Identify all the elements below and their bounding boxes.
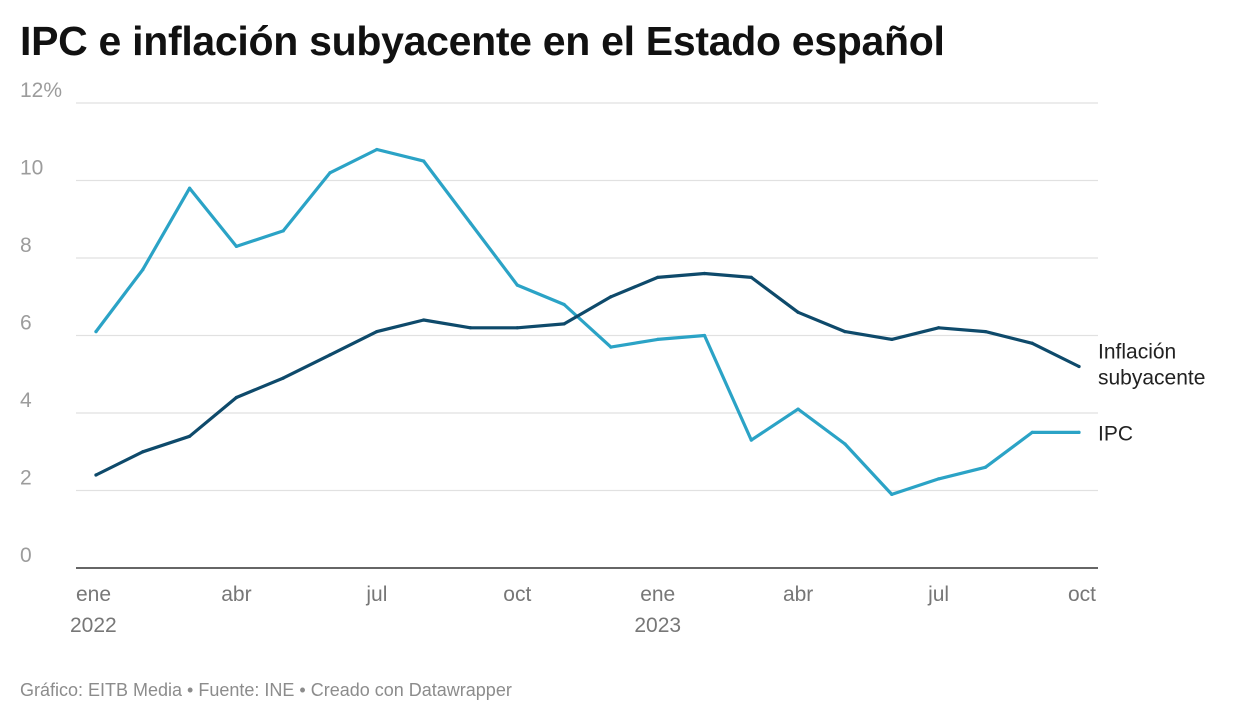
- data-point: [890, 492, 894, 496]
- data-point: [328, 171, 332, 175]
- x-tick-label: ene: [76, 583, 111, 606]
- data-point: [843, 330, 847, 334]
- data-point: [702, 271, 707, 276]
- y-tick-label: 8: [20, 234, 32, 257]
- data-point: [281, 229, 285, 233]
- x-tick-label: oct: [503, 583, 531, 606]
- data-point: [702, 333, 707, 338]
- series-line-ipc: [94, 147, 1081, 496]
- data-point: [843, 442, 847, 446]
- data-point: [890, 337, 894, 341]
- x-tick-year: 2022: [70, 614, 117, 637]
- data-point: [983, 330, 987, 334]
- data-point: [796, 310, 800, 314]
- series-labels: IPC Inflación subyacente: [1098, 341, 1205, 446]
- data-point: [281, 376, 285, 380]
- y-tick-label: 10: [20, 157, 43, 180]
- y-tick-label: 4: [20, 389, 32, 412]
- data-point: [1030, 430, 1034, 434]
- data-point: [1030, 341, 1034, 345]
- data-point: [936, 326, 941, 330]
- data-point: [796, 407, 800, 411]
- x-axis-ticks: ene 2022 abr jul oct ene 2023 abr jul oct: [70, 583, 1096, 637]
- data-point: [234, 395, 239, 400]
- data-point: [656, 337, 660, 341]
- y-tick-label: 2: [20, 467, 32, 490]
- data-point: [94, 473, 98, 477]
- data-point: [609, 345, 613, 349]
- y-axis-ticks: 0 2 4 6 8 10 12%: [20, 79, 62, 567]
- x-tick-label: ene: [640, 583, 675, 606]
- data-point: [515, 326, 519, 330]
- x-tick-label: abr: [783, 583, 813, 606]
- data-point: [515, 283, 519, 287]
- data-point: [188, 434, 192, 438]
- x-tick-year: 2023: [634, 614, 681, 637]
- series-line-subyacente: [94, 271, 1081, 477]
- data-point: [188, 186, 192, 190]
- data-point: [234, 244, 239, 248]
- series-label: Inflación: [1098, 341, 1176, 364]
- data-point: [609, 295, 613, 299]
- data-point: [1077, 364, 1081, 369]
- series-lines: [94, 147, 1081, 496]
- data-point: [375, 147, 379, 152]
- y-tick-label: 6: [20, 312, 32, 335]
- data-point: [562, 322, 566, 326]
- data-point: [468, 221, 473, 225]
- data-point: [749, 438, 753, 442]
- data-point: [141, 450, 145, 454]
- chart-title: IPC e inflación subyacente en el Estado …: [20, 18, 945, 64]
- data-point: [94, 330, 98, 334]
- data-point: [328, 353, 332, 357]
- data-point: [375, 330, 379, 334]
- y-tick-label: 12%: [20, 79, 62, 102]
- data-point: [983, 465, 987, 469]
- footer-credits: Gráfico: EITB Media • Fuente: INE • Crea…: [20, 680, 512, 700]
- data-point: [1077, 430, 1081, 434]
- x-tick-label: abr: [221, 583, 251, 606]
- series-label: IPC: [1098, 422, 1133, 445]
- series-label: subyacente: [1098, 367, 1205, 390]
- gridlines: [76, 102, 1098, 569]
- x-tick-label: jul: [365, 583, 387, 606]
- data-point: [141, 268, 145, 272]
- data-point: [562, 302, 566, 307]
- data-point: [936, 477, 941, 481]
- data-point: [422, 159, 426, 163]
- x-tick-label: jul: [927, 583, 949, 606]
- data-point: [422, 318, 426, 322]
- data-point: [749, 275, 753, 279]
- y-tick-label: 0: [20, 544, 32, 567]
- data-point: [468, 326, 473, 330]
- data-point: [656, 275, 660, 279]
- x-tick-label: oct: [1068, 583, 1096, 606]
